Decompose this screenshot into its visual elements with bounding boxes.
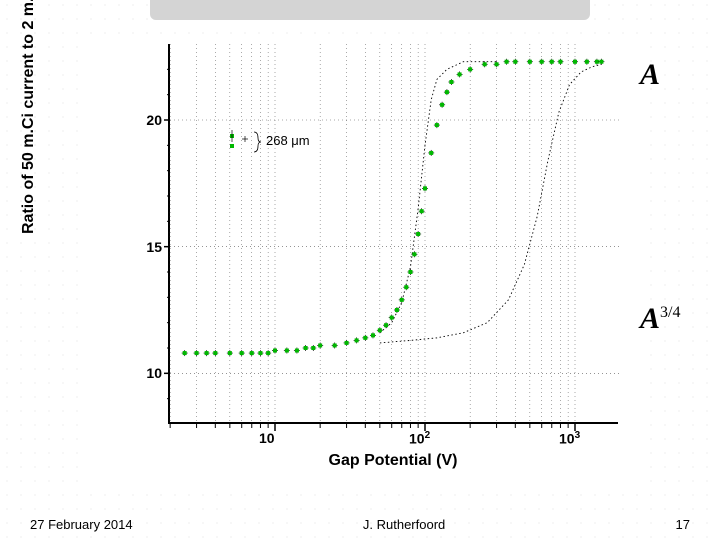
svg-text:268 μm: 268 μm xyxy=(266,133,310,148)
footer: 27 February 2014 J. Rutherfoord 17 xyxy=(0,517,720,532)
chart-container: Ratio of 50 m.Ci current to 2 m.Ci curre… xyxy=(80,44,640,484)
footer-page: 17 xyxy=(676,517,690,532)
annotation-A-3-4: A3/4 xyxy=(640,302,680,336)
y-tick-label: 10 xyxy=(138,365,162,381)
y-axis-label: Ratio of 50 m.Ci current to 2 m.Ci curre… xyxy=(20,0,38,234)
footer-author: J. Rutherfoord xyxy=(363,517,445,532)
x-axis-label: Gap Potential (V) xyxy=(168,452,618,470)
y-tick-label: 20 xyxy=(138,112,162,128)
x-tick-label: 102 xyxy=(409,430,430,447)
x-tick-label: 10 xyxy=(259,430,275,446)
annotation-A: A xyxy=(640,58,660,92)
plot-area: 268 μm xyxy=(168,44,618,424)
y-tick-label: 15 xyxy=(138,239,162,255)
footer-date: 27 February 2014 xyxy=(30,517,133,532)
top-ruler xyxy=(150,0,590,20)
x-tick-label: 103 xyxy=(559,430,580,447)
